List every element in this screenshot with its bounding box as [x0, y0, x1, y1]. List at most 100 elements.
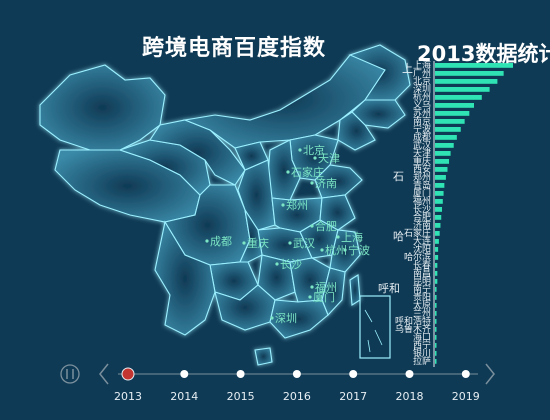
bar[interactable]: [435, 231, 440, 236]
bar-category-label: 济南: [413, 219, 431, 231]
bar[interactable]: [435, 63, 513, 68]
bar-category-label: 西宁: [413, 339, 431, 351]
timeline-point[interactable]: [405, 370, 414, 378]
city-label: 成都: [210, 235, 232, 248]
pause-button[interactable]: [60, 364, 80, 384]
city-dot: [310, 224, 314, 228]
bar-category-label: 银川: [413, 347, 431, 359]
city-dot: [288, 241, 292, 245]
bar-category-label: 成都: [413, 131, 431, 143]
bar-category-label: 北京: [413, 75, 431, 87]
bar[interactable]: [435, 271, 438, 276]
bar[interactable]: [435, 87, 490, 92]
bar[interactable]: [435, 239, 439, 244]
bar-category-label: 杭州: [413, 91, 431, 103]
bar[interactable]: [435, 359, 437, 364]
bar-category-label: 哈尔滨: [404, 251, 431, 263]
bar-category-label: 沈阳: [413, 243, 431, 255]
axis-label: 哈: [393, 230, 404, 243]
bar-category-label: 深圳: [413, 84, 431, 95]
city-label: 郑州: [286, 198, 308, 212]
timeline-point[interactable]: [349, 370, 358, 378]
bar[interactable]: [435, 207, 443, 212]
bar[interactable]: [435, 319, 437, 324]
province-jiangsu: [319, 194, 356, 231]
bar[interactable]: [435, 191, 444, 196]
city-label: 福州: [315, 280, 337, 294]
bar[interactable]: [435, 247, 439, 252]
bar-category-label: 天津: [413, 148, 431, 159]
axis-label: 石: [393, 170, 404, 183]
city-dot: [242, 241, 246, 245]
axis-label: 呼和: [378, 282, 400, 295]
bar[interactable]: [435, 159, 450, 164]
chevron-left-icon[interactable]: [99, 363, 109, 385]
bar-category-label: 南京: [413, 115, 431, 127]
bar[interactable]: [435, 335, 437, 340]
bar-category-label: 宁波: [413, 123, 431, 135]
timeline-year-label: 2019: [452, 390, 480, 403]
bar-series: [433, 61, 513, 367]
bar[interactable]: [435, 343, 437, 348]
city-dot: [343, 248, 347, 252]
bar[interactable]: [435, 279, 438, 284]
province-xinjiang: [39, 64, 166, 151]
bar[interactable]: [435, 263, 438, 268]
chevron-right-icon[interactable]: [485, 363, 495, 385]
bar[interactable]: [435, 111, 470, 116]
bar[interactable]: [435, 255, 439, 260]
bar[interactable]: [435, 183, 445, 188]
city-label: 合肥: [315, 219, 337, 233]
timeline-point[interactable]: [236, 370, 245, 378]
bar[interactable]: [435, 79, 498, 84]
pause-icon: [60, 364, 80, 384]
timeline-year-label: 2013: [114, 390, 142, 403]
bar[interactable]: [435, 215, 442, 220]
bar[interactable]: [435, 167, 448, 172]
bar[interactable]: [435, 295, 437, 300]
bar[interactable]: [435, 287, 437, 292]
city-label: 天津: [318, 152, 340, 165]
bar-category-label: 苏州: [413, 107, 431, 119]
bar-category-label: 贵阳: [413, 291, 431, 303]
bar[interactable]: [435, 351, 437, 356]
bar[interactable]: [435, 127, 461, 132]
city-dot: [270, 316, 274, 320]
bar-category-label: 乌鲁木齐: [395, 323, 431, 335]
bar[interactable]: [435, 119, 465, 124]
axis-label: 上: [402, 62, 413, 75]
bar[interactable]: [435, 199, 443, 204]
timeline-point[interactable]: [461, 370, 470, 378]
bar[interactable]: [435, 71, 504, 76]
bar[interactable]: [435, 95, 482, 100]
bar[interactable]: [435, 311, 437, 316]
bar[interactable]: [435, 303, 437, 308]
timeline-point[interactable]: [121, 367, 135, 381]
bar[interactable]: [435, 103, 474, 108]
bar[interactable]: [435, 327, 437, 332]
city-label: 北京: [303, 143, 325, 157]
chart-title: 2013数据统计: [417, 42, 550, 66]
city-dot: [275, 262, 279, 266]
city-dot: [336, 235, 340, 239]
bar[interactable]: [435, 175, 446, 180]
city-dot: [298, 148, 302, 152]
city-dot: [313, 156, 317, 160]
bar-category-label: 南宁: [413, 283, 431, 295]
bar[interactable]: [435, 135, 457, 140]
bar[interactable]: [435, 151, 451, 156]
bar[interactable]: [435, 223, 441, 228]
timeline[interactable]: 2013 2014 2015 2016 2017 2018 2019: [60, 363, 495, 403]
city-label: 石家庄: [291, 165, 324, 179]
bar-category-label: 广州: [413, 67, 431, 79]
timeline-year-label: 2018: [396, 390, 424, 403]
bar[interactable]: [435, 143, 454, 148]
bar-category-label: 武汉: [413, 139, 431, 151]
city-label: 深圳: [275, 312, 297, 325]
timeline-point[interactable]: [180, 370, 189, 378]
timeline-point[interactable]: [292, 370, 301, 378]
